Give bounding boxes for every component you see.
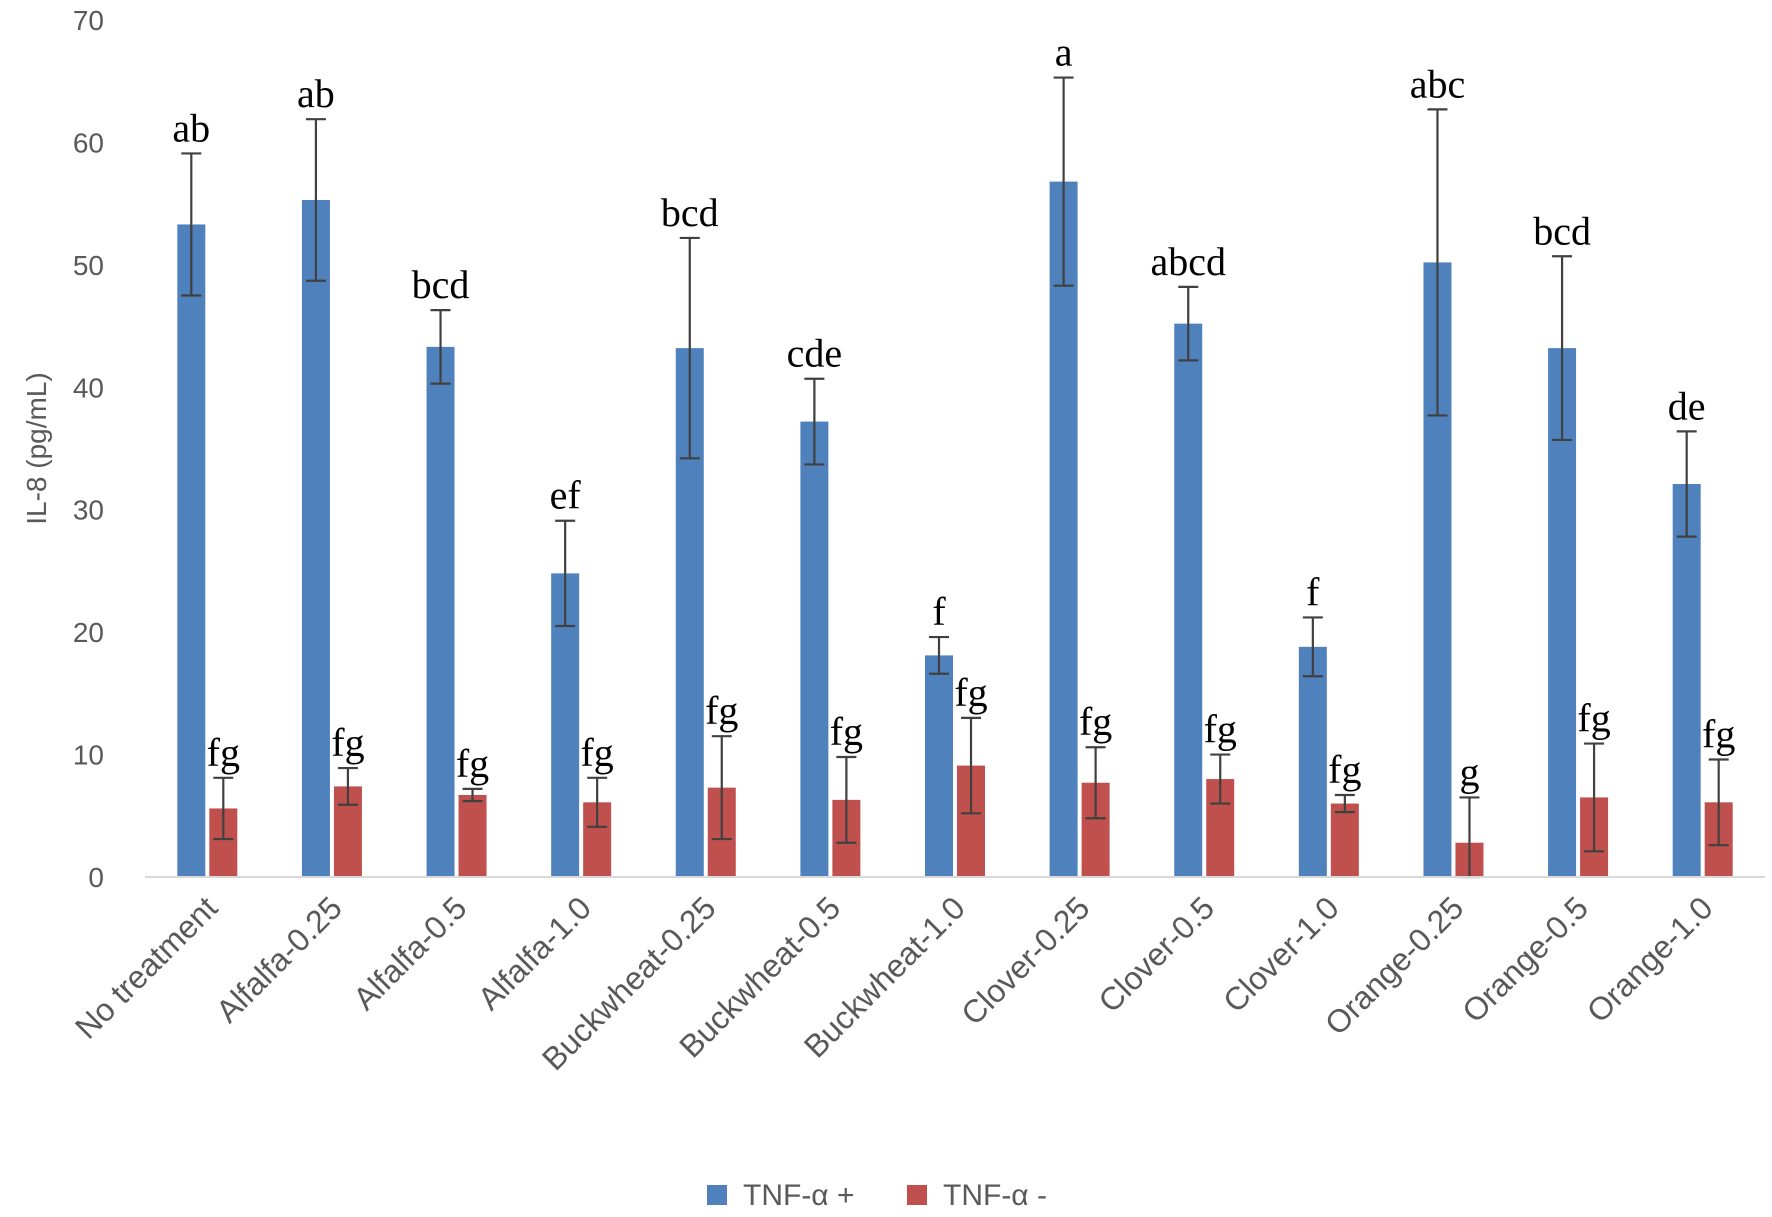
significance-label: fg bbox=[954, 670, 987, 715]
y-tick-label: 60 bbox=[73, 127, 104, 158]
significance-label: fg bbox=[580, 730, 613, 775]
significance-label: de bbox=[1668, 383, 1706, 428]
significance-label: a bbox=[1055, 30, 1073, 75]
category-label: Orange-0.5 bbox=[1455, 889, 1595, 1029]
significance-label: fg bbox=[456, 741, 489, 786]
y-tick-label: 20 bbox=[73, 617, 104, 648]
category-label: Clover-1.0 bbox=[1216, 889, 1346, 1019]
significance-label: fg bbox=[1204, 707, 1237, 752]
bar-tnf-minus bbox=[458, 794, 487, 877]
significance-label: bcd bbox=[412, 262, 470, 307]
significance-label: bcd bbox=[661, 190, 719, 235]
significance-label: abc bbox=[1410, 61, 1466, 106]
significance-label: fg bbox=[1328, 747, 1361, 792]
significance-label: f bbox=[1306, 569, 1320, 614]
y-tick-label: 0 bbox=[88, 862, 104, 893]
y-axis-title: IL-8 (pg/mL) bbox=[21, 372, 52, 525]
significance-label: fg bbox=[705, 688, 738, 733]
legend: TNF-α + TNF-α - bbox=[707, 1179, 1047, 1212]
bar-tnf-plus bbox=[1298, 646, 1327, 877]
significance-label: fg bbox=[830, 709, 863, 754]
bar-tnf-plus bbox=[1049, 181, 1078, 877]
legend-swatch bbox=[707, 1185, 727, 1205]
bar-tnf-plus bbox=[1672, 484, 1701, 877]
category-label: Alfalfa-1.0 bbox=[471, 889, 598, 1016]
bar-tnf-plus bbox=[177, 224, 206, 878]
y-tick-label: 30 bbox=[73, 495, 104, 526]
bar-tnf-plus bbox=[925, 655, 953, 877]
y-tick-label: 40 bbox=[73, 372, 104, 403]
significance-label: ab bbox=[297, 71, 335, 116]
bar-tnf-minus bbox=[1330, 803, 1359, 877]
significance-label: cde bbox=[787, 331, 843, 376]
category-label: Orange-1.0 bbox=[1580, 889, 1720, 1029]
category-label: No treatment bbox=[68, 889, 224, 1045]
category-label: Clover-0.25 bbox=[954, 889, 1096, 1031]
significance-label: abcd bbox=[1150, 239, 1226, 284]
significance-label: g bbox=[1459, 749, 1479, 794]
bar-tnf-plus bbox=[426, 346, 455, 877]
category-label: Clover-0.5 bbox=[1091, 889, 1221, 1019]
legend-label: TNF-α + bbox=[743, 1179, 855, 1212]
significance-label: fg bbox=[1079, 699, 1112, 744]
bar-tnf-plus bbox=[301, 199, 330, 878]
y-tick-label: 50 bbox=[73, 250, 104, 281]
legend-label: TNF-α - bbox=[943, 1179, 1047, 1212]
error-bars bbox=[181, 76, 1729, 879]
y-axis-tick-labels: 0 10 20 30 40 50 60 70 bbox=[73, 5, 104, 893]
category-label: Alfalfa-0.5 bbox=[346, 889, 473, 1016]
significance-label: fg bbox=[331, 720, 364, 765]
significance-label: bcd bbox=[1533, 208, 1591, 253]
significance-label: fg bbox=[1577, 696, 1610, 741]
category-label: Alfalfa-0.25 bbox=[209, 889, 349, 1029]
significance-label: f bbox=[932, 589, 946, 634]
y-tick-label: 10 bbox=[73, 740, 104, 771]
x-axis-tick-labels: No treatmentAlfalfa-0.25Alfalfa-0.5Alfal… bbox=[68, 889, 1720, 1077]
significance-label: fg bbox=[207, 730, 240, 775]
significance-label: fg bbox=[1702, 711, 1735, 756]
significance-labels: ab ab bcd ef bcd cde f a abcd f abc bcd de fg fg fg fg fg… bbox=[172, 30, 1735, 795]
significance-label: ab bbox=[172, 105, 210, 150]
bars bbox=[177, 181, 1733, 878]
bar-tnf-plus bbox=[800, 421, 829, 877]
y-tick-label: 70 bbox=[73, 5, 104, 36]
bar-tnf-plus bbox=[1174, 323, 1203, 877]
legend-swatch bbox=[907, 1185, 927, 1205]
significance-label: ef bbox=[550, 473, 582, 518]
